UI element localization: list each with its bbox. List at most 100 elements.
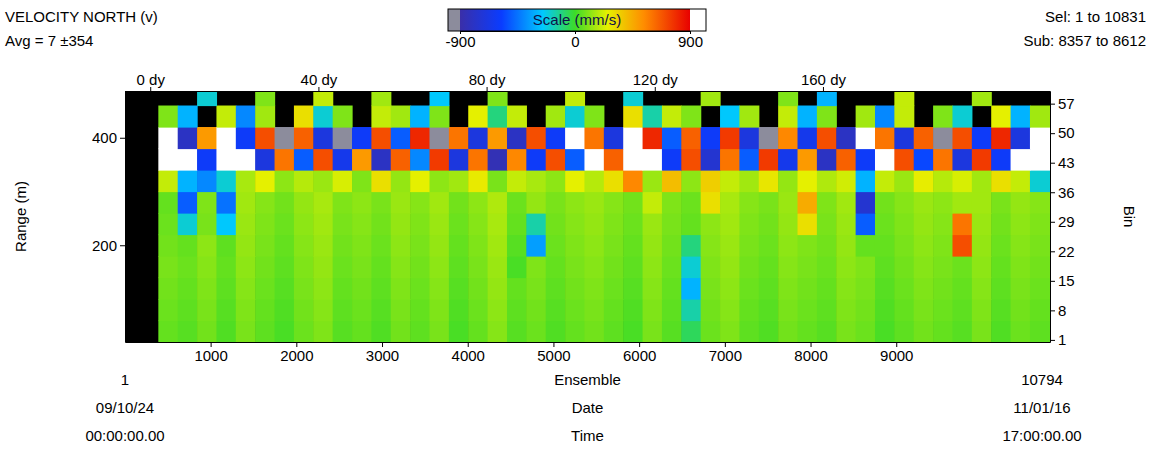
cell <box>972 256 992 278</box>
cell <box>449 127 469 149</box>
cell <box>720 192 740 214</box>
subtitle: Avg = 7 ±354 <box>5 32 93 49</box>
x-axis-tick: 6000 <box>623 342 656 364</box>
y2-axis-line <box>1050 92 1051 343</box>
footer-start: 09/10/24 <box>96 399 154 416</box>
cell <box>952 235 972 257</box>
cell <box>313 91 333 106</box>
cell <box>856 278 876 300</box>
cell <box>739 321 759 342</box>
cell <box>255 91 275 106</box>
cell <box>449 256 469 278</box>
cell <box>197 235 217 257</box>
cell <box>584 278 604 300</box>
cell <box>681 299 701 321</box>
cell <box>739 213 759 235</box>
cell <box>1030 278 1050 300</box>
cell <box>952 106 972 128</box>
cell <box>972 235 992 257</box>
tick-mark <box>1050 310 1055 311</box>
cell <box>430 127 450 149</box>
cell <box>604 235 624 257</box>
cell <box>933 127 953 149</box>
cell <box>798 278 818 300</box>
cell <box>371 192 391 214</box>
cell <box>662 170 682 192</box>
cell <box>410 256 430 278</box>
cell <box>584 192 604 214</box>
cell <box>643 235 663 257</box>
cell <box>255 256 275 278</box>
title: VELOCITY NORTH (v) <box>5 8 158 25</box>
tick-label: 120 dy <box>633 71 679 88</box>
cell <box>778 91 798 106</box>
cell <box>236 321 256 342</box>
cell <box>313 299 333 321</box>
x-axis: 100020003000400050006000700080009000 <box>126 342 1051 364</box>
y-axis-title: Range (m) <box>12 181 29 252</box>
cell <box>584 299 604 321</box>
cell <box>933 170 953 192</box>
cell <box>875 321 895 342</box>
cell <box>468 256 488 278</box>
cell <box>236 299 256 321</box>
cell <box>972 127 992 149</box>
cell <box>894 91 914 106</box>
cell <box>507 149 527 171</box>
cell <box>933 213 953 235</box>
cell <box>701 321 721 342</box>
cell <box>158 299 178 321</box>
cell <box>759 299 779 321</box>
cell <box>933 278 953 300</box>
cell <box>216 256 236 278</box>
cell <box>584 106 604 128</box>
cell <box>488 213 508 235</box>
cell <box>275 278 295 300</box>
cell <box>643 127 663 149</box>
cell <box>197 256 217 278</box>
cell <box>371 256 391 278</box>
cell <box>856 235 876 257</box>
cell <box>681 213 701 235</box>
cell <box>681 192 701 214</box>
cell <box>391 321 411 342</box>
cell <box>468 213 488 235</box>
cell <box>623 192 643 214</box>
tick-label: 40 dy <box>301 71 338 88</box>
cell <box>701 149 721 171</box>
cell <box>352 149 372 171</box>
tick-label: 900 <box>678 33 703 50</box>
tick-mark <box>120 245 125 246</box>
cell <box>430 321 450 342</box>
cell <box>623 213 643 235</box>
cell <box>488 91 508 106</box>
cell <box>623 256 643 278</box>
cell <box>701 127 721 149</box>
cell <box>546 127 566 149</box>
cell <box>681 149 701 171</box>
cell <box>739 299 759 321</box>
cell <box>333 278 353 300</box>
cell <box>914 192 934 214</box>
cell <box>468 149 488 171</box>
cell <box>565 278 585 300</box>
tick-mark <box>1050 281 1055 282</box>
cell <box>604 213 624 235</box>
cell <box>778 235 798 257</box>
cell <box>836 149 856 171</box>
cell <box>371 170 391 192</box>
cell <box>836 256 856 278</box>
cell <box>158 127 178 149</box>
cell <box>236 235 256 257</box>
cell <box>565 91 585 106</box>
tick-label: 36 <box>1058 184 1075 201</box>
cell <box>643 170 663 192</box>
cell <box>662 321 682 342</box>
cell <box>275 170 295 192</box>
cell <box>216 235 236 257</box>
cell <box>856 149 876 171</box>
cell <box>991 299 1011 321</box>
cell <box>178 235 198 257</box>
cell <box>584 256 604 278</box>
cell <box>526 256 546 278</box>
